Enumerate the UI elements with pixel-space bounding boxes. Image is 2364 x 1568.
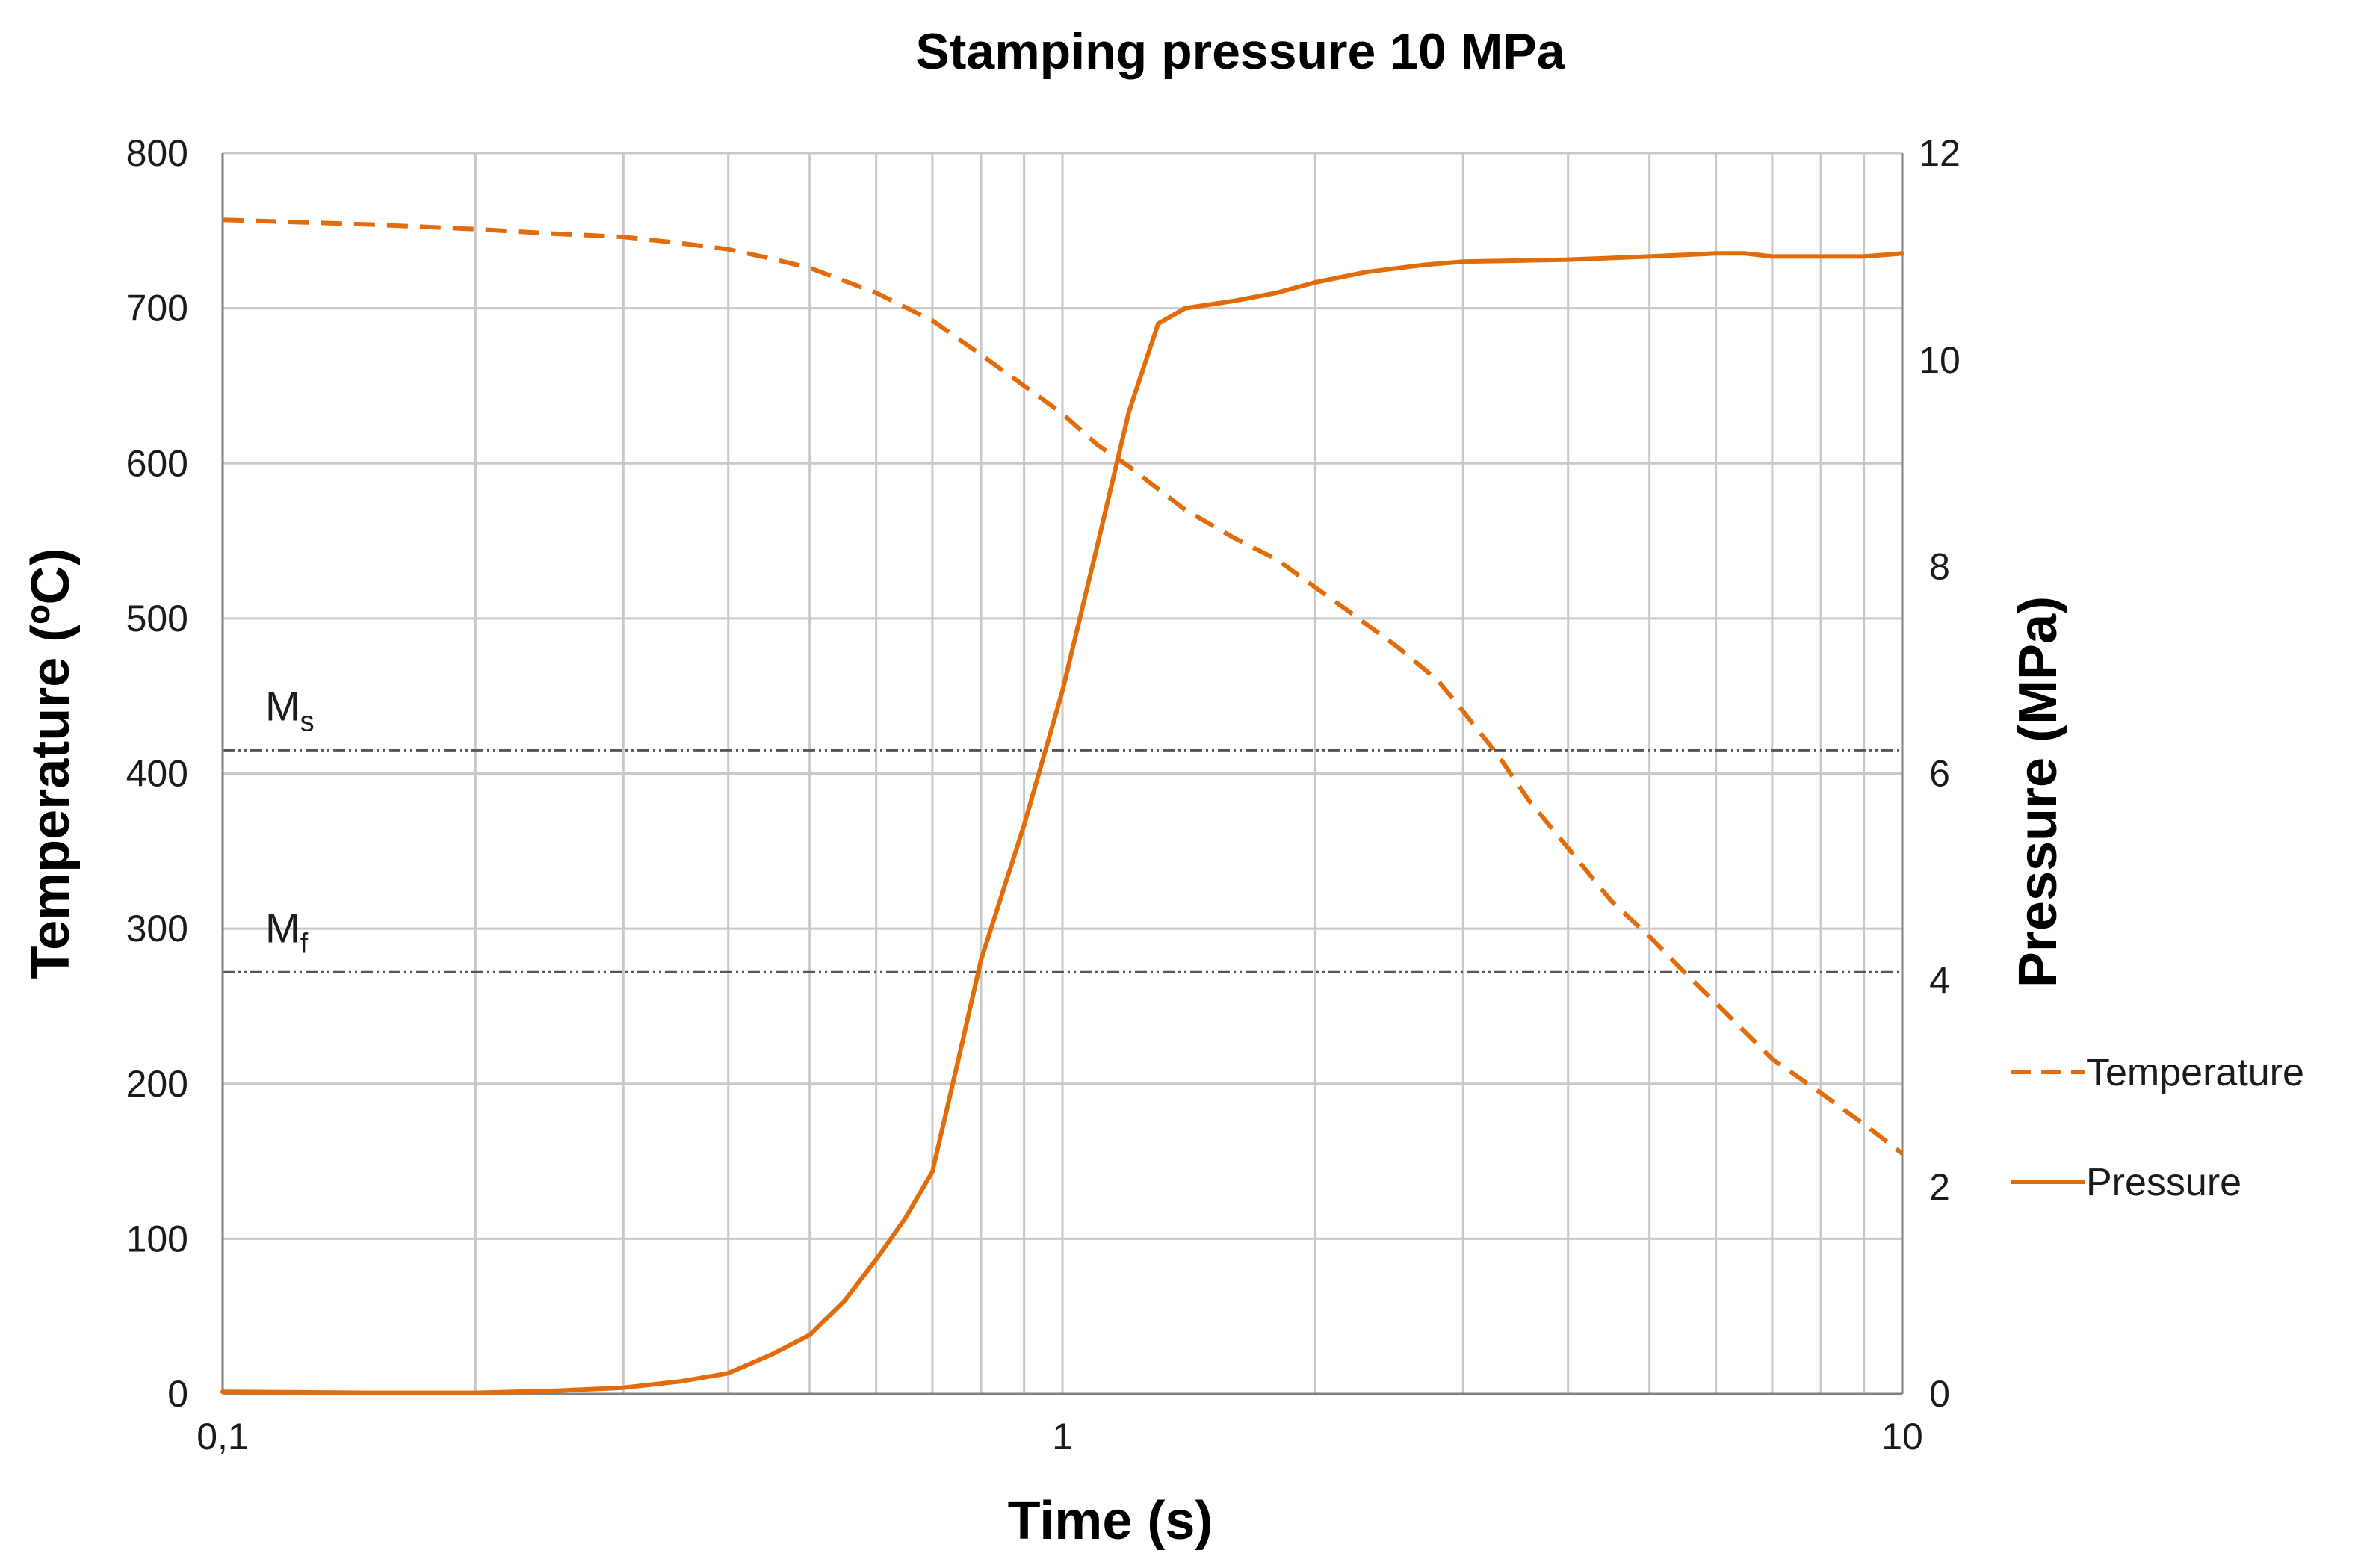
legend-label-temperature: Temperature — [2086, 1051, 2304, 1094]
x-tick-1: 1 — [1052, 1416, 1073, 1457]
y-tick-left-400: 400 — [126, 753, 188, 795]
y-tick-left-700: 700 — [126, 288, 188, 329]
y-axis-title-right: Pressure (MPa) — [2008, 596, 2068, 988]
tick-labels: 0 100 200 300 400 500 600 700 800 0 2 4 6 8 10 12 0,1 1 10 — [126, 132, 1961, 1457]
y-tick-right-12: 12 — [1919, 132, 1961, 174]
reference-label-main: M — [265, 682, 300, 729]
y-tick-left-800: 800 — [126, 132, 188, 174]
reference-label-mf: Mf — [265, 904, 309, 959]
y-tick-left-200: 200 — [126, 1063, 188, 1105]
y-tick-right-10: 10 — [1919, 339, 1961, 381]
reference-label-subscript: f — [300, 928, 309, 959]
series-line-pressure — [220, 251, 1904, 1395]
reference-label-ms: Ms — [265, 682, 315, 737]
x-tick-0,1: 0,1 — [197, 1416, 249, 1457]
legend-label-pressure: Pressure — [2086, 1161, 2241, 1204]
y-tick-right-0: 0 — [1929, 1373, 1950, 1415]
legend: Temperature Pressure — [2011, 1051, 2304, 1204]
y-tick-left-500: 500 — [126, 598, 188, 639]
y-tick-left-100: 100 — [126, 1218, 188, 1259]
y-tick-right-6: 6 — [1929, 753, 1950, 795]
y-tick-left-600: 600 — [126, 442, 188, 484]
y-tick-right-2: 2 — [1929, 1166, 1950, 1208]
grid-lines — [221, 152, 1904, 1395]
y-tick-left-300: 300 — [126, 908, 188, 949]
x-axis-title: Time (s) — [1008, 1491, 1213, 1551]
y-tick-right-4: 4 — [1929, 959, 1950, 1001]
y-tick-right-8: 8 — [1929, 546, 1950, 588]
series-line-temperature — [222, 217, 1904, 1156]
y-axis-title-left: Temperature (ºC) — [21, 548, 81, 979]
data-series — [220, 217, 1904, 1395]
reference-label-main: M — [265, 904, 300, 951]
y-tick-left-0: 0 — [167, 1373, 188, 1415]
reference-label-subscript: s — [300, 706, 315, 737]
x-tick-10: 10 — [1881, 1416, 1923, 1457]
chart-title: Stamping pressure 10 MPa — [915, 23, 1565, 80]
